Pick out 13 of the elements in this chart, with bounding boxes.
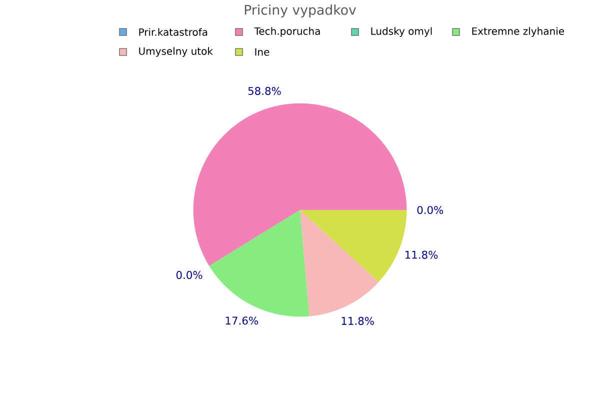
data-label: 11.8% [406, 250, 438, 259]
legend-label: Extremne zlyhanie [472, 27, 564, 37]
legend-label: Prir.katastrofa [139, 28, 208, 36]
legend-label: Umyselny utok [139, 47, 213, 57]
data-label: 11.8% [342, 316, 374, 325]
data-label: 58.8% [248, 86, 281, 95]
legend-label: Ine [255, 48, 270, 56]
data-label: 17.6% [226, 316, 258, 325]
legend-label: Tech.porucha [254, 27, 320, 37]
legend-label: Ludsky omyl [371, 27, 432, 37]
text: 0.0% [176, 270, 202, 279]
text: 0.0% [417, 206, 444, 214]
chart-title: Priciny vypadkov [244, 4, 356, 18]
